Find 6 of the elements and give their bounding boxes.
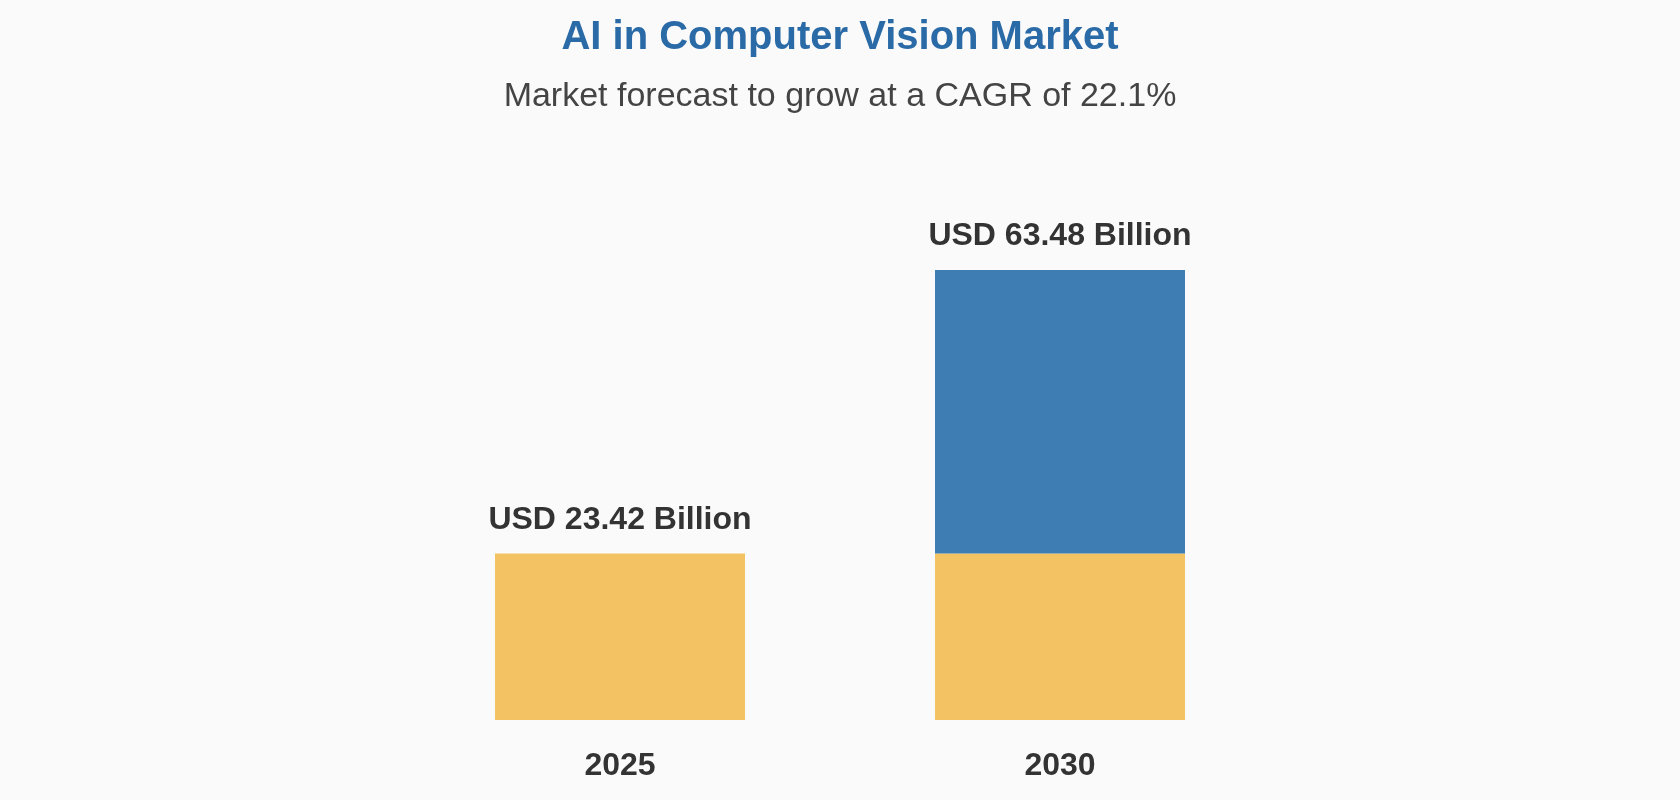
x-tick-label: 2025 xyxy=(584,746,656,782)
total-label: USD 23.42 Billion xyxy=(488,499,752,536)
chart-title: AI in Computer Vision Market xyxy=(561,13,1119,57)
x-tick-label: 2030 xyxy=(1024,746,1096,782)
chart-subtitle: Market forecast to grow at a CAGR of 22.1% xyxy=(503,75,1177,113)
total-label: USD 63.48 Billion xyxy=(928,216,1192,252)
